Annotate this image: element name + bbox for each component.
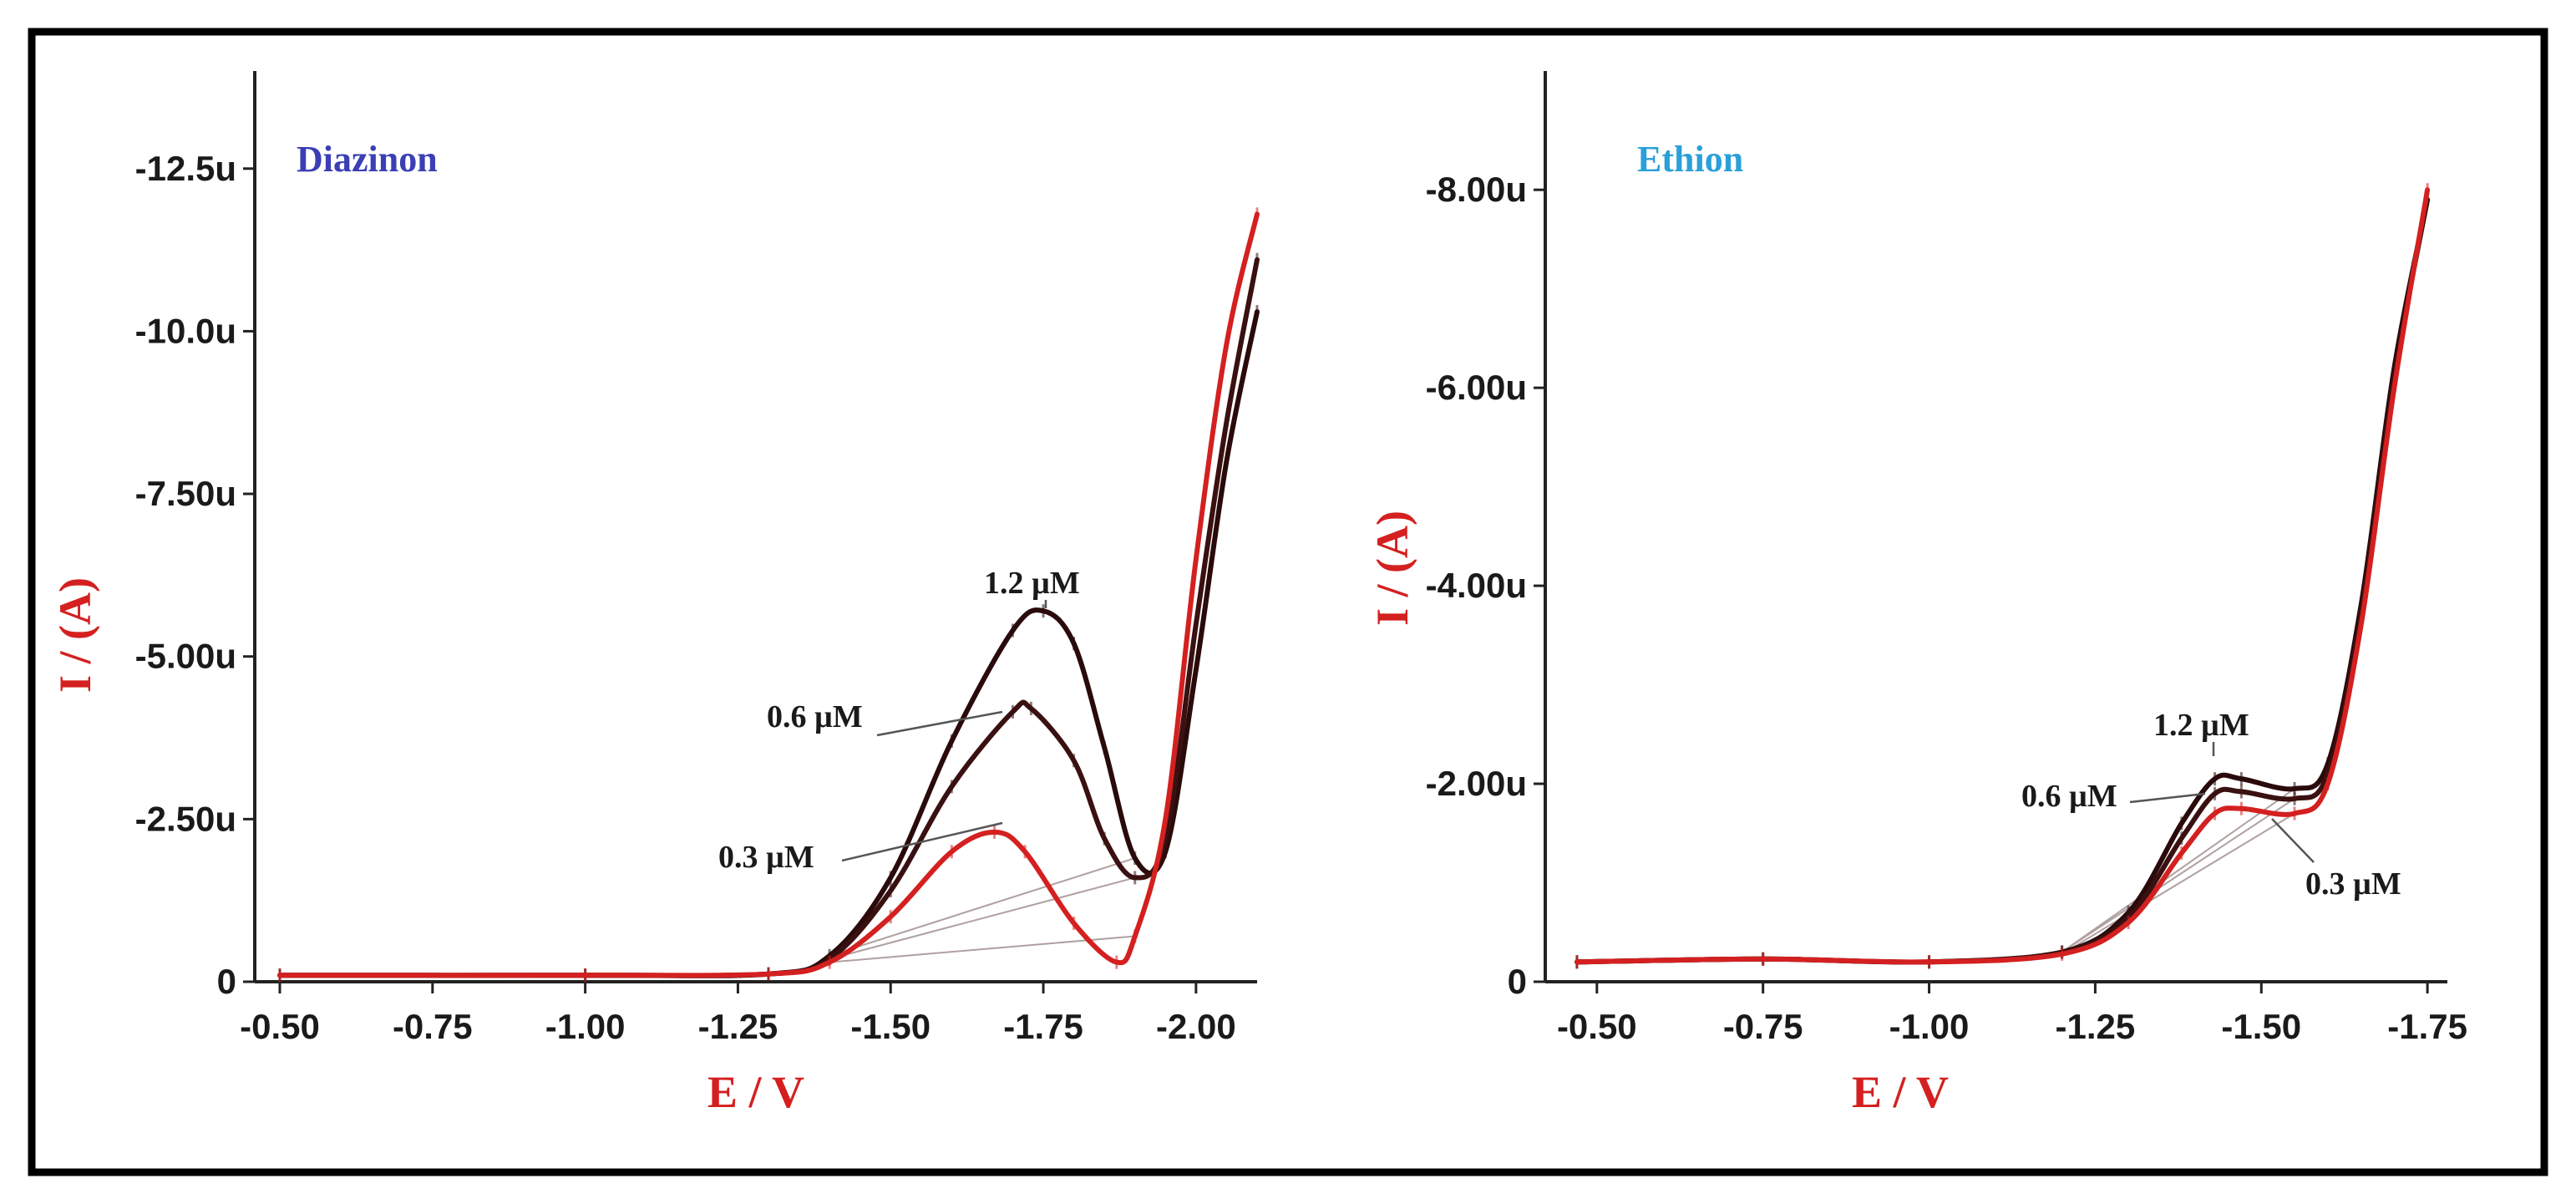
diazinon-axes: -0.50 -0.75 -1.00 -1.25 -1.50 -1.75 -2.00 0 -2.5… — [135, 71, 1257, 1046]
ethion-y-tick-label: 0 — [1508, 962, 1527, 1001]
ethion-baseline-2 — [2061, 812, 2295, 955]
ethion-baseline-1 — [2061, 797, 2295, 953]
diazinon-y-tick-label: -7.50u — [135, 474, 236, 513]
diazinon-baseline-2 — [829, 935, 1135, 963]
ethion-annotation-0-6: 0.6 µM — [2021, 779, 2117, 814]
diazinon-x-tick-label: -1.75 — [1003, 1007, 1083, 1046]
diazinon-y-tick-label: -12.5u — [135, 149, 236, 188]
ethion-baseline-0 — [2061, 788, 2295, 953]
ethion-x-tick-label: -1.25 — [2056, 1007, 2136, 1046]
diazinon-x-tick-label: -1.00 — [545, 1007, 626, 1046]
diazinon-annotations: 1.2 µM 0.6 µM 0.3 µM — [718, 566, 1080, 875]
diazinon-baseline-0 — [829, 857, 1136, 957]
diazinon-annotation-0-3: 0.3 µM — [718, 840, 814, 875]
ethion-y-tick-label: -2.00u — [1426, 764, 1527, 803]
diazinon-annotation-1-2: 1.2 µM — [984, 566, 1080, 601]
ethion-annotations: 1.2 µM 0.6 µM 0.3 µM — [2021, 708, 2401, 902]
diazinon-x-tick-label: -0.75 — [393, 1007, 473, 1046]
ethion-leader-0-3 — [2271, 818, 2315, 863]
ethion-x-tick-label: -1.75 — [2387, 1007, 2467, 1046]
ethion-baselines — [2061, 788, 2295, 955]
ethion-y-axis-title: I / (A) — [1367, 511, 1417, 626]
ethion-annotation-1-2: 1.2 µM — [2153, 708, 2249, 743]
diazinon-annotation-0-6: 0.6 µM — [767, 699, 863, 734]
diazinon-y-tick-label: -10.0u — [135, 311, 236, 350]
ethion-panel: Ethion I / (A) E / V -0.50 -0.75 -1.00 -1.2… — [1367, 71, 2467, 1117]
ethion-y-tick-label: -6.00u — [1426, 368, 1527, 407]
ethion-annotation-0-3: 0.3 µM — [2305, 866, 2401, 902]
diazinon-y-axis-title: I / (A) — [50, 577, 100, 693]
ethion-series — [1575, 183, 2431, 969]
ethion-x-tick-label: -1.50 — [2221, 1007, 2301, 1046]
ethion-x-tick-label: -1.00 — [1889, 1007, 1970, 1046]
diazinon-baselines — [829, 857, 1136, 963]
diazinon-leader-0-3 — [841, 821, 1003, 862]
diazinon-x-tick-label: -0.50 — [240, 1007, 320, 1046]
diazinon-leader-0-6 — [876, 710, 1003, 737]
diazinon-baseline-1 — [829, 876, 1136, 960]
ethion-x-tick-label: -0.50 — [1557, 1007, 1637, 1046]
ethion-y-tick-label: -4.00u — [1426, 566, 1527, 605]
ethion-x-axis-title: E / V — [1852, 1067, 1949, 1117]
ethion-leader-0-6 — [2129, 792, 2206, 804]
diazinon-x-tick-label: -1.50 — [850, 1007, 931, 1046]
ethion-title: Ethion — [1637, 139, 1743, 180]
diazinon-title: Diazinon — [297, 139, 438, 180]
diazinon-y-tick-label: -5.00u — [135, 637, 236, 676]
ethion-axes: -0.50 -0.75 -1.00 -1.25 -1.50 -1.75 0 -2.00u -4.… — [1426, 71, 2467, 1046]
diazinon-y-tick-label: -2.50u — [135, 799, 236, 838]
diazinon-panel: Diazinon I / (A) E / V -0.50 -0.75 -1.00 -1… — [50, 71, 1260, 1117]
diazinon-x-tick-label: -1.25 — [698, 1007, 778, 1046]
diazinon-series — [277, 207, 1260, 983]
ethion-x-tick-label: -0.75 — [1723, 1007, 1803, 1046]
diazinon-y-tick-label: 0 — [217, 962, 236, 1001]
ethion-y-tick-label: -8.00u — [1426, 170, 1527, 209]
diazinon-x-tick-label: -2.00 — [1156, 1007, 1236, 1046]
diazinon-x-axis-title: E / V — [707, 1067, 804, 1117]
figure-frame — [28, 28, 2548, 1176]
